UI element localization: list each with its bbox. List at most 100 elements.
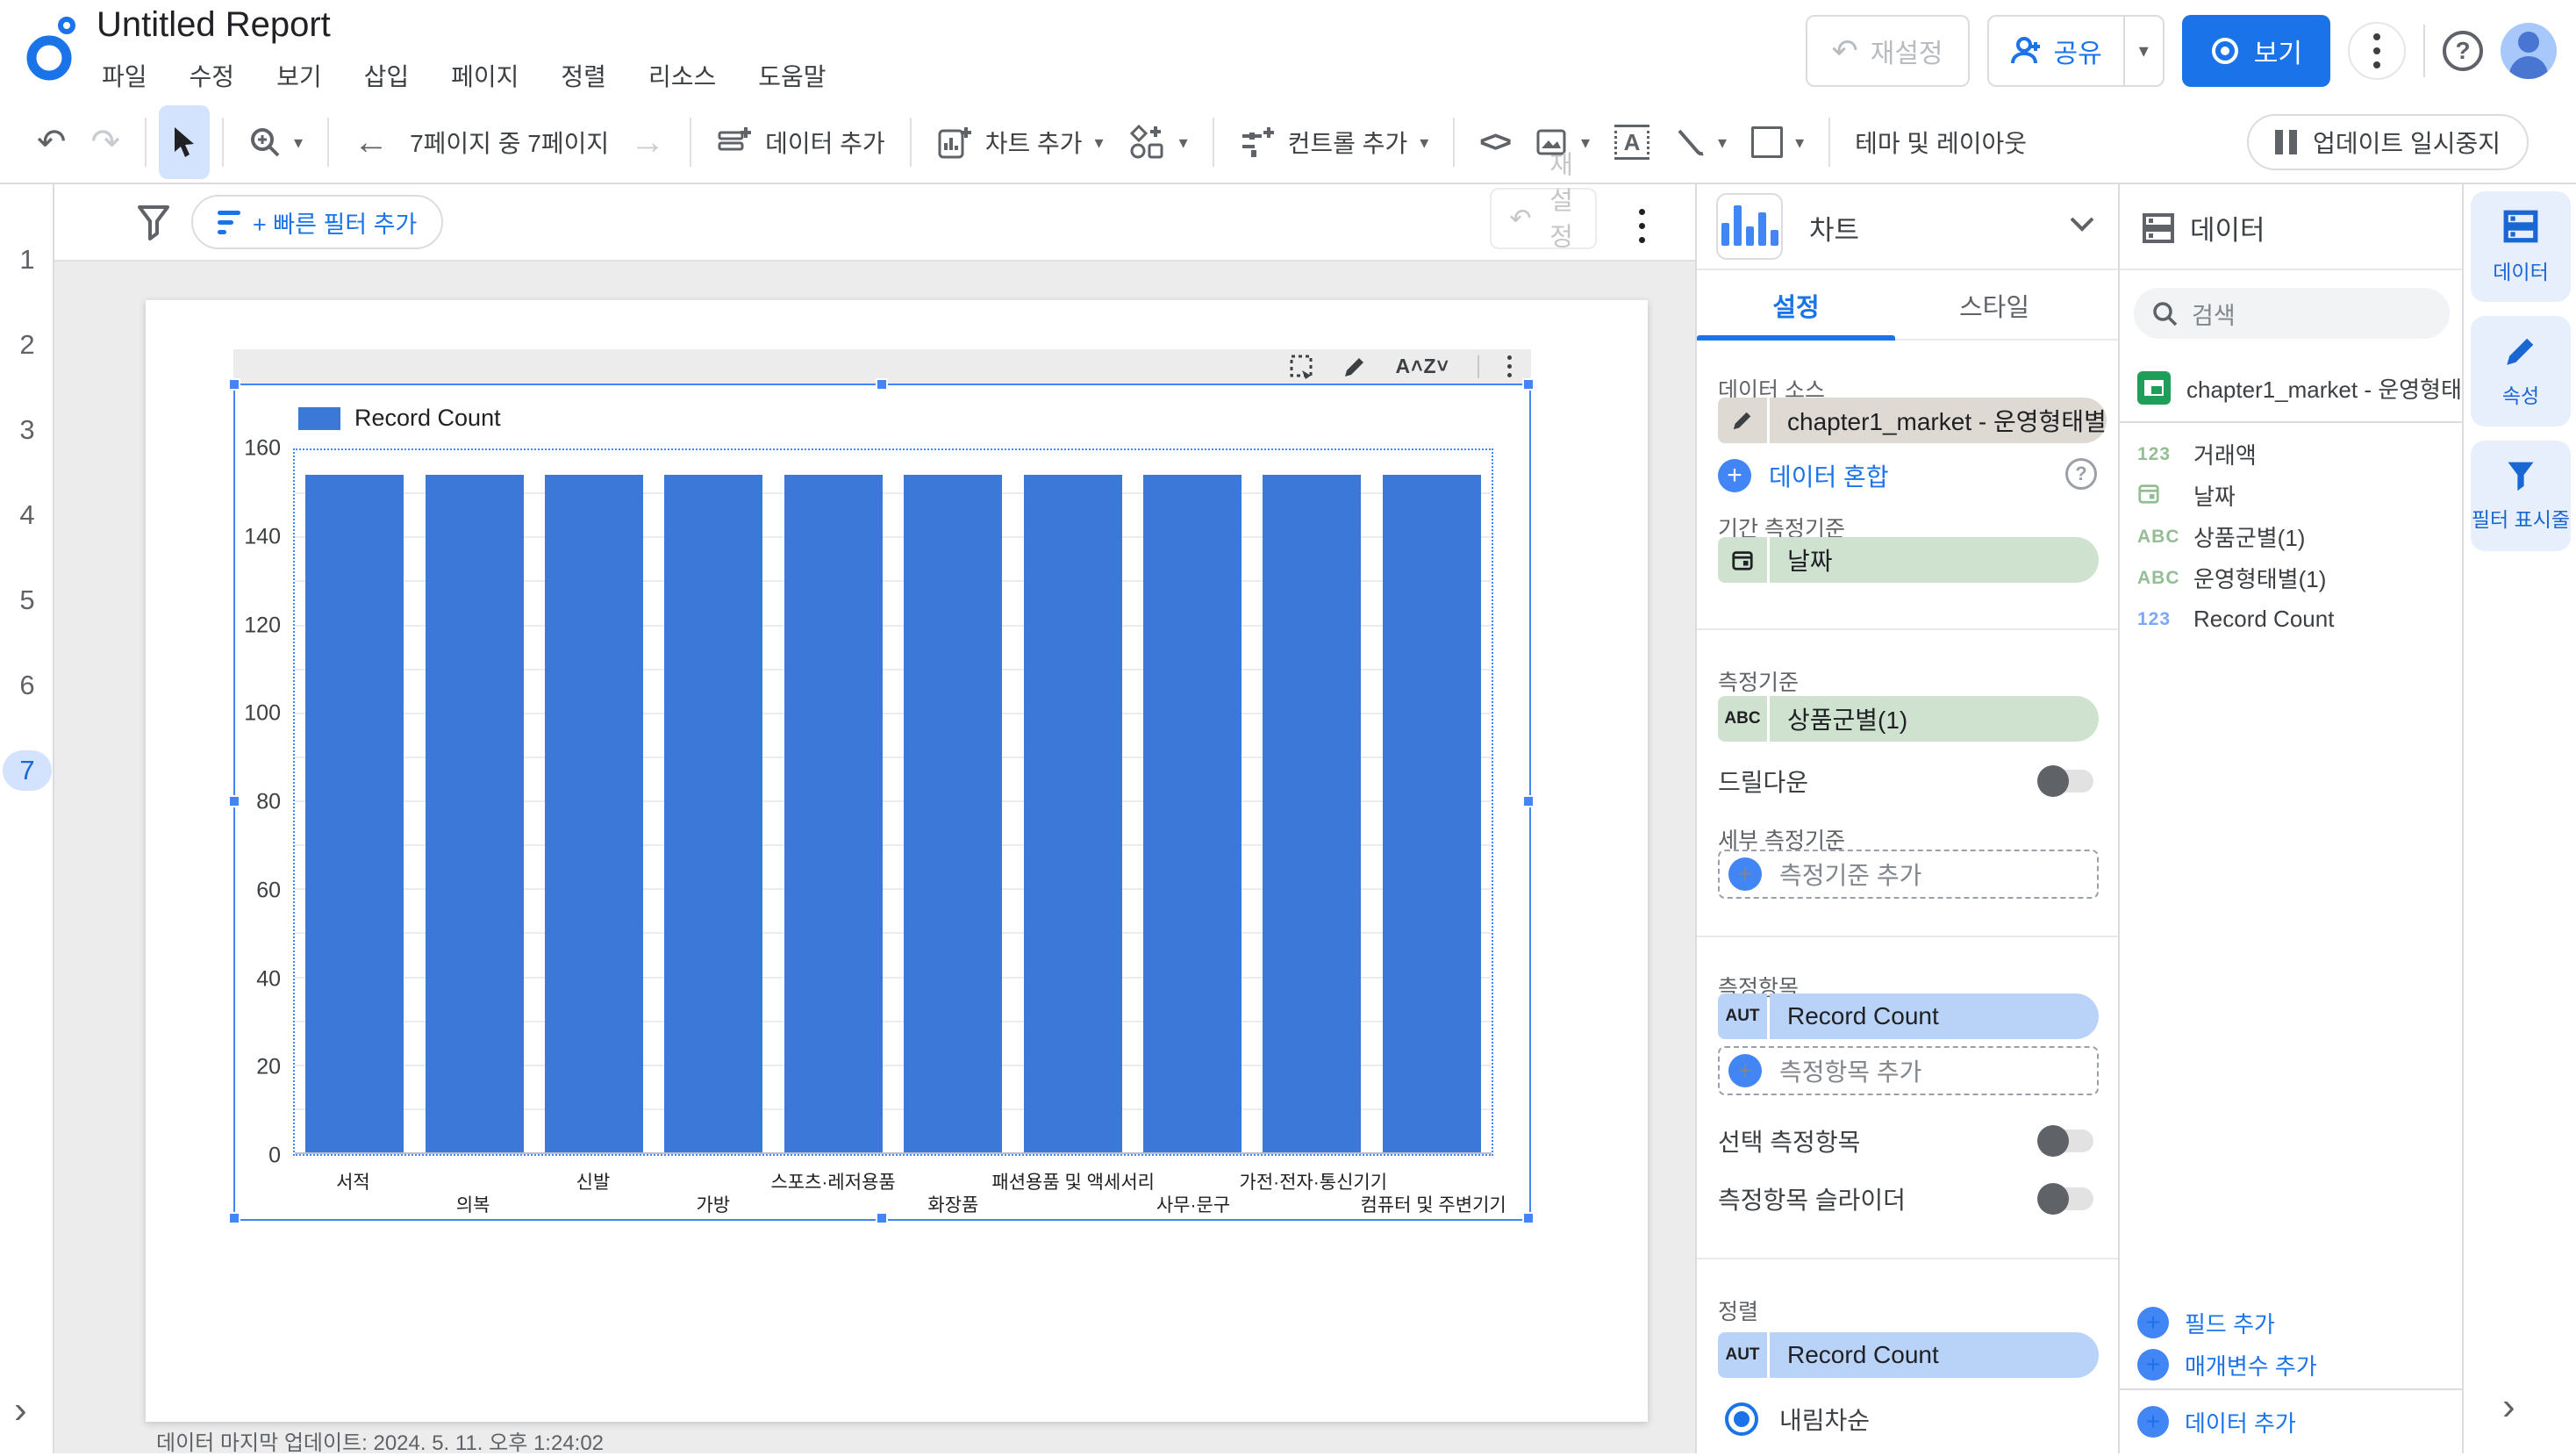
- menu-item-2[interactable]: 보기: [276, 63, 322, 90]
- add-data-button[interactable]: 데이터 추가: [704, 105, 898, 179]
- select-area-icon[interactable]: [1290, 355, 1314, 379]
- report-page[interactable]: A˄Z˅ Record Count 0 20 40 60 80 100 120 140 160 …: [146, 300, 1648, 1422]
- bar-컴퓨터 및 주변기기[interactable]: [1382, 475, 1481, 1152]
- page-thumbnail-1[interactable]: 1: [19, 244, 35, 275]
- add-dimension-button[interactable]: + 측정기준 추가: [1718, 850, 2099, 899]
- drilldown-toggle[interactable]: [2037, 765, 2093, 797]
- menu-item-3[interactable]: 삽입: [363, 63, 410, 90]
- edit-pencil-icon[interactable]: [1342, 355, 1367, 379]
- resize-handle[interactable]: [1522, 795, 1535, 807]
- add-quick-filter-button[interactable]: + 빠른 필터 추가: [191, 195, 444, 249]
- menu-item-5[interactable]: 정렬: [561, 63, 606, 90]
- dimension-chip[interactable]: ABC 상품군별(1): [1718, 696, 2099, 742]
- page-thumbnail-7[interactable]: 7: [0, 750, 54, 792]
- bar-가전·전자·통신기기[interactable]: [1263, 475, 1362, 1152]
- rail-filter-bar-button[interactable]: 필터 표시줄: [2471, 441, 2571, 551]
- select-mode-button[interactable]: [159, 105, 211, 179]
- menu-item-4[interactable]: 페이지: [451, 63, 519, 90]
- resize-handle[interactable]: [1522, 378, 1535, 391]
- canvas-more-options-button[interactable]: [1634, 204, 1650, 248]
- resize-handle[interactable]: [875, 378, 888, 391]
- metric-slider-toggle[interactable]: [2037, 1183, 2093, 1215]
- field-row-거래액[interactable]: 123 거래액: [2137, 434, 2455, 475]
- blend-data-button[interactable]: + 데이터 혼합: [1718, 456, 2097, 495]
- chevron-down-icon[interactable]: [2069, 216, 2095, 233]
- menu-item-6[interactable]: 리소스: [648, 63, 717, 90]
- menu-item-1[interactable]: 수정: [189, 63, 235, 90]
- page-thumbnail-2[interactable]: 2: [19, 329, 35, 360]
- bar-가방[interactable]: [664, 475, 763, 1152]
- bar-화장품[interactable]: [904, 475, 1003, 1152]
- filter-funnel-icon[interactable]: [137, 204, 170, 240]
- chart-type-button[interactable]: [1716, 193, 1783, 260]
- page-thumbnail-4[interactable]: 4: [19, 499, 35, 530]
- view-button[interactable]: 보기: [2181, 15, 2330, 87]
- tab-setup[interactable]: 설정: [1772, 294, 1820, 322]
- zoom-control[interactable]: ▾: [236, 105, 315, 179]
- redo-button[interactable]: ↷: [79, 105, 133, 179]
- add-shape-button[interactable]: ▾: [1739, 105, 1816, 179]
- report-title[interactable]: Untitled Report: [97, 5, 331, 44]
- field-row-운영형태별(1)[interactable]: ABC 운영형태별(1): [2137, 557, 2455, 599]
- add-chart-button[interactable]: 차트 추가 ▾: [924, 105, 1116, 179]
- data-source-row[interactable]: chapter1_market - 운영형태별: [2137, 365, 2483, 411]
- sort-descending-option[interactable]: 내림차순: [1725, 1400, 1870, 1438]
- add-control-button[interactable]: 컨트롤 추가 ▾: [1227, 105, 1442, 179]
- undo-button[interactable]: ↶: [25, 105, 79, 179]
- report-canvas[interactable]: + 빠른 필터 추가 ↶ 재설정 A˄Z˅: [54, 151, 1695, 1455]
- rail-properties-button[interactable]: 속성: [2471, 316, 2571, 427]
- resize-handle[interactable]: [228, 1212, 240, 1224]
- add-field-button[interactable]: + 필드 추가: [2137, 1302, 2455, 1343]
- resize-handle[interactable]: [1522, 1212, 1535, 1224]
- resize-handle[interactable]: [875, 1212, 888, 1224]
- avatar[interactable]: [2501, 23, 2557, 79]
- add-data-button-bottom[interactable]: + 데이터 추가: [2137, 1402, 2455, 1442]
- chart-more-options-icon[interactable]: [1507, 355, 1512, 377]
- bar-패션용품 및 액세서리[interactable]: [1023, 475, 1122, 1152]
- add-image-button[interactable]: ▾: [1521, 105, 1602, 179]
- field-search-input[interactable]: 검색: [2134, 288, 2450, 339]
- sort-az-icon[interactable]: A˄Z˅: [1395, 355, 1449, 377]
- add-line-button[interactable]: ▾: [1662, 105, 1739, 179]
- community-visualizations-button[interactable]: ▾: [1116, 105, 1200, 179]
- optional-metrics-toggle[interactable]: [2037, 1125, 2093, 1157]
- data-source-chip[interactable]: chapter1_market - 운영형태별: [1718, 398, 2107, 443]
- reset-button[interactable]: ↶ 재설정: [1805, 15, 1970, 87]
- rail-data-button[interactable]: 데이터: [2471, 191, 2571, 302]
- pause-updates-button[interactable]: 업데이트 일시중지: [2247, 114, 2529, 170]
- tab-style[interactable]: 스타일: [1958, 294, 2030, 322]
- field-row-날짜[interactable]: 날짜: [2137, 475, 2455, 516]
- date-range-dimension-chip[interactable]: 날짜: [1718, 537, 2099, 583]
- bar-서적[interactable]: [305, 475, 404, 1152]
- page-thumbnail-3[interactable]: 3: [19, 414, 35, 445]
- canvas-reset-button[interactable]: ↶ 재설정: [1490, 151, 1597, 259]
- edit-pencil-icon[interactable]: [1718, 398, 1767, 443]
- sort-metric-chip[interactable]: AUT Record Count: [1718, 1332, 2099, 1378]
- collapse-panel-button[interactable]: ›: [2502, 1385, 2515, 1428]
- blend-help-icon[interactable]: ?: [2065, 458, 2097, 490]
- bar-의복[interactable]: [425, 475, 524, 1152]
- previous-page-button[interactable]: ←: [341, 105, 401, 179]
- bar-신발[interactable]: [545, 475, 643, 1152]
- add-text-button[interactable]: A: [1602, 105, 1662, 179]
- expand-page-rail-button[interactable]: ›: [14, 1388, 27, 1431]
- menu-item-0[interactable]: 파일: [102, 63, 147, 90]
- looker-studio-logo-icon[interactable]: [23, 12, 84, 86]
- bar-스포츠·레저용품[interactable]: [784, 475, 883, 1152]
- field-row-Record Count[interactable]: 123 Record Count: [2137, 599, 2455, 640]
- field-row-상품군별(1)[interactable]: ABC 상품군별(1): [2137, 516, 2455, 557]
- resize-handle[interactable]: [228, 378, 240, 391]
- share-button[interactable]: 공유 ▾: [1986, 15, 2165, 87]
- embed-url-button[interactable]: <>: [1467, 105, 1521, 179]
- help-button[interactable]: ?: [2443, 31, 2483, 71]
- menu-item-7[interactable]: 도움말: [758, 63, 826, 90]
- resize-handle[interactable]: [228, 795, 240, 807]
- more-options-button[interactable]: [2348, 22, 2406, 80]
- add-metric-button[interactable]: + 측정항목 추가: [1718, 1046, 2099, 1095]
- share-dropdown-caret[interactable]: ▾: [2122, 17, 2163, 85]
- page-indicator[interactable]: 7페이지 중 7페이지: [410, 130, 610, 157]
- bar-사무·문구[interactable]: [1143, 475, 1241, 1152]
- add-parameter-button[interactable]: + 매개변수 추가: [2137, 1345, 2455, 1385]
- page-thumbnail-6[interactable]: 6: [19, 670, 35, 700]
- next-page-button[interactable]: →: [618, 105, 677, 179]
